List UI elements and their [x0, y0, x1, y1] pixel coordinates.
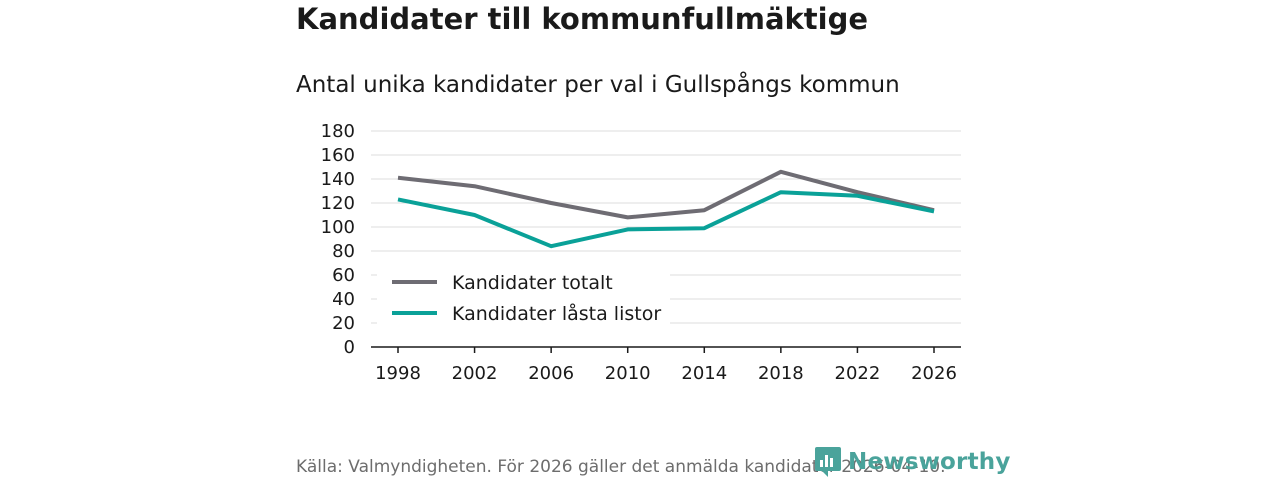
- y-tick-label: 60: [332, 265, 355, 286]
- x-tick-label: 2018: [758, 363, 804, 384]
- line-chart: 0 20 40 60 80 100 120 140 160 180 1998 2002 2006 201…: [321, 121, 961, 384]
- legend-background: [377, 264, 670, 330]
- y-tick-label: 20: [332, 313, 355, 334]
- y-tick-label: 120: [321, 193, 355, 214]
- y-tick-label: 0: [344, 337, 355, 358]
- x-tick-label: 2026: [911, 363, 957, 384]
- legend-label: Kandidater totalt: [452, 272, 613, 294]
- legend: Kandidater totalt Kandidater låsta listor: [377, 264, 670, 330]
- x-tick-label: 1998: [375, 363, 421, 384]
- chart-title: Kandidater till kommunfullmäktige: [296, 2, 869, 36]
- x-tick-label: 2006: [528, 363, 574, 384]
- series-line-1: [397, 169, 935, 220]
- y-tick-label: 100: [321, 217, 355, 238]
- series-lines: [397, 169, 935, 249]
- x-tick-label: 2022: [835, 363, 881, 384]
- y-tick-label: 160: [321, 145, 355, 166]
- y-tick-label: 80: [332, 241, 355, 262]
- series-line-2: [397, 190, 935, 249]
- x-tick-label: 2010: [605, 363, 651, 384]
- chart-subtitle: Antal unika kandidater per val i Gullspå…: [296, 72, 900, 98]
- legend-label: Kandidater låsta listor: [452, 302, 661, 325]
- x-tick-label: 2002: [452, 363, 498, 384]
- grid-lines: [371, 130, 961, 348]
- newsworthy-logo-icon: [815, 447, 841, 477]
- y-tick-label: 180: [321, 121, 355, 142]
- y-tick-label: 140: [321, 169, 355, 190]
- brand-name: Newsworthy: [848, 449, 1011, 475]
- x-tick-label: 2014: [681, 363, 727, 384]
- brand-logo: Newsworthy: [814, 446, 1011, 478]
- x-axis-ticks: 1998 2002 2006 2010 2014 2018 2022 2026: [375, 347, 957, 384]
- source-note: Källa: Valmyndigheten. För 2026 gäller d…: [296, 457, 946, 477]
- y-tick-label: 40: [332, 289, 355, 310]
- y-axis-ticks: 0 20 40 60 80 100 120 140 160 180: [321, 121, 355, 358]
